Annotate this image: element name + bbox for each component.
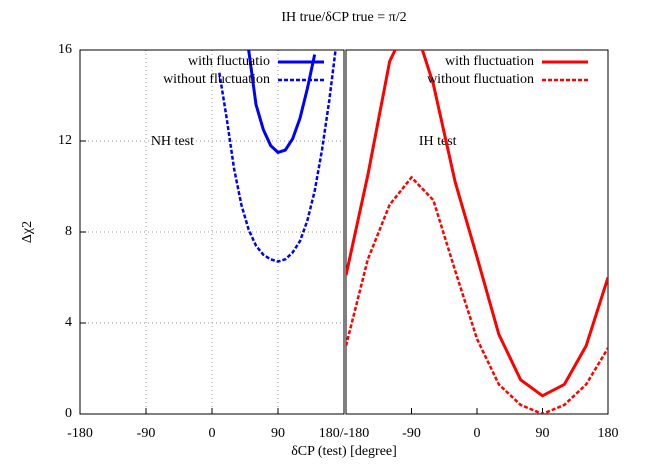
chart-title: IH true/δCP true = π/2	[281, 10, 406, 25]
x-tick-label: 0	[474, 426, 481, 441]
x-axis-label: δCP (test) [degree]	[291, 444, 397, 459]
annotation: NH test	[151, 134, 194, 149]
plot-frame	[345, 49, 609, 415]
x-tick-label: 0	[209, 426, 216, 441]
data-line	[247, 50, 317, 155]
legend-label: with fluctuation	[445, 54, 534, 69]
y-axis-label: Δχ2	[20, 221, 35, 243]
x-tick-label: 180	[598, 426, 619, 441]
x-tick-label: 90	[271, 426, 285, 441]
y-tick-label: 4	[65, 315, 72, 330]
x-tick-label: -90	[402, 426, 421, 441]
data-line	[346, 50, 608, 398]
plot-frame	[79, 49, 345, 415]
y-tick-label: 0	[65, 406, 72, 421]
legend-label: without fluctuation	[163, 72, 270, 87]
legend-label: without fluctuation	[427, 72, 534, 87]
annotation: IH test	[419, 134, 457, 149]
x-tick-label: -90	[137, 426, 156, 441]
x-tick-label: 90	[536, 426, 550, 441]
legend-label: with fluctuatio	[188, 54, 270, 69]
y-tick-label: 12	[58, 133, 72, 148]
y-tick-label: 8	[65, 224, 72, 239]
data-line	[218, 50, 337, 263]
x-tick-label: -180	[67, 426, 93, 441]
x-tick-label: 180/-180	[319, 426, 370, 441]
data-line	[346, 175, 608, 414]
y-tick-label: 16	[58, 42, 72, 57]
